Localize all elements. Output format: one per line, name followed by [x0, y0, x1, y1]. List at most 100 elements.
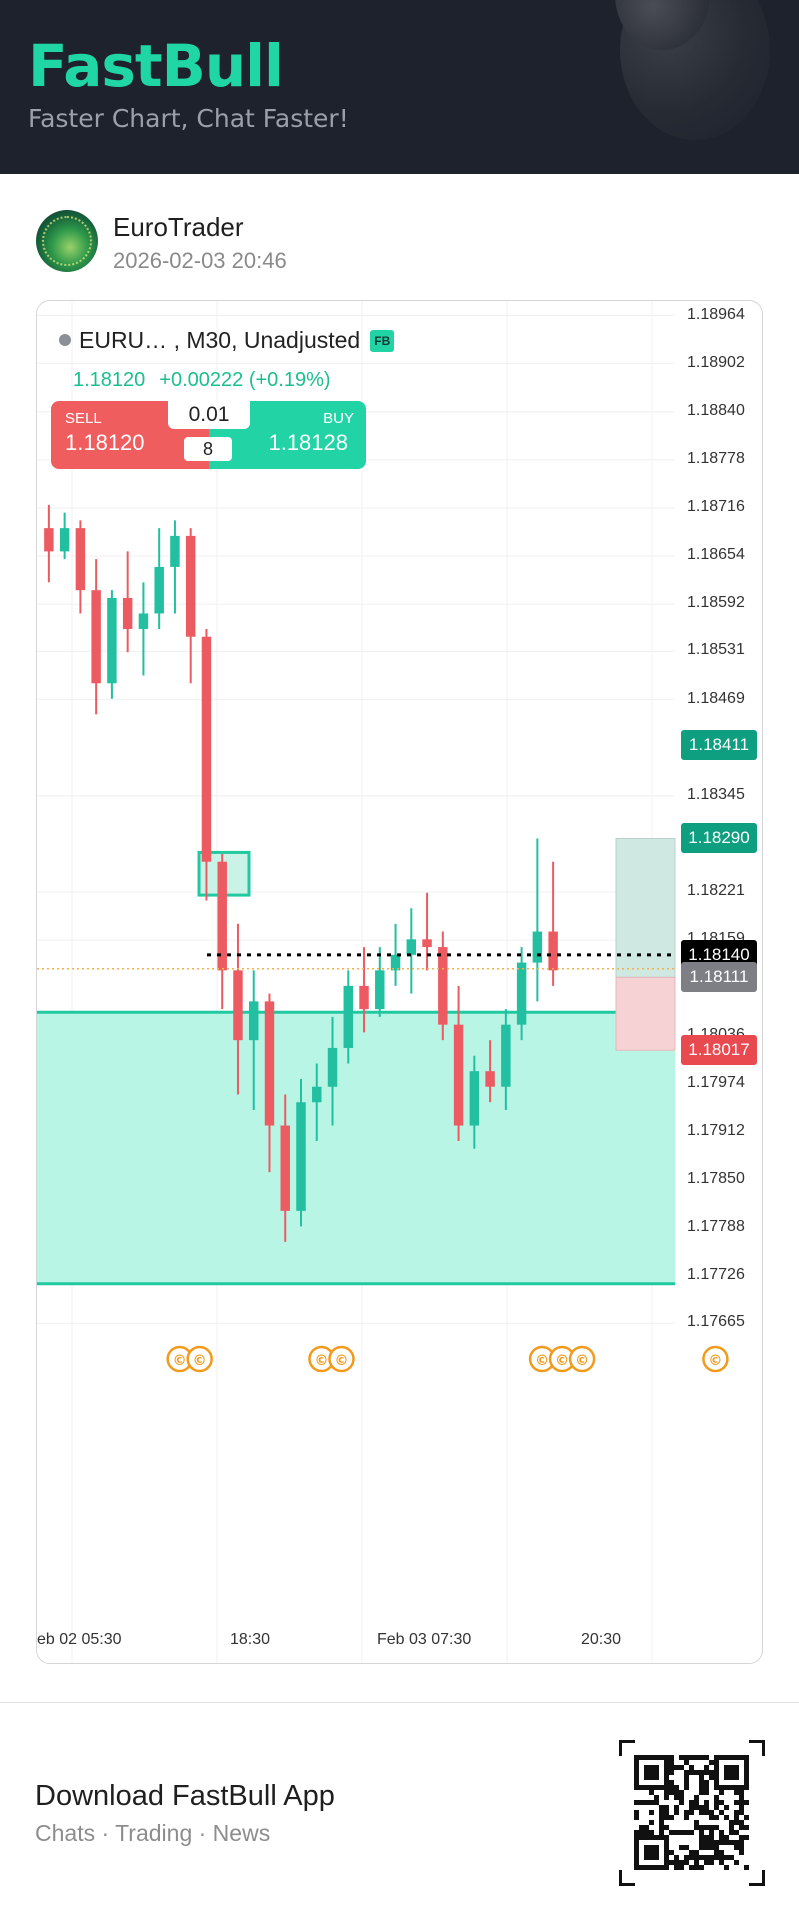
qr-module: [704, 1825, 709, 1830]
candle-body: [548, 931, 558, 971]
price-change: +0.00222 (+0.19%): [159, 369, 331, 391]
qr-bracket: [619, 1740, 635, 1743]
y-tick-label: 1.18221: [687, 881, 745, 899]
status-dot-icon: [59, 333, 71, 346]
qr-module: [719, 1830, 724, 1835]
qr-module: [694, 1805, 699, 1810]
symbol-timeframe[interactable]: , M30, Unadjusted: [173, 327, 361, 353]
candle-body: [264, 1001, 275, 1126]
qr-module: [664, 1825, 669, 1830]
qr-module: [684, 1815, 689, 1820]
app-header: FastBull Faster Chart, Chat Faster!: [0, 0, 799, 174]
qr-module: [724, 1805, 729, 1810]
symbol-row[interactable]: EURU… , M30, Unadjusted FB: [59, 327, 395, 355]
qr-module: [669, 1780, 674, 1785]
qr-module: [709, 1760, 714, 1765]
qr-module: [689, 1855, 694, 1860]
qr-module: [679, 1830, 684, 1835]
qr-module: [704, 1860, 709, 1865]
candle-body: [532, 931, 543, 963]
qr-module: [664, 1805, 669, 1810]
last-price: 1.18120: [73, 369, 146, 391]
price-label[interactable]: 1.18290: [681, 823, 757, 854]
qr-module: [694, 1855, 699, 1860]
qr-module: [719, 1810, 724, 1815]
qr-bracket: [749, 1883, 765, 1886]
take-profit-box: [615, 837, 676, 978]
candle-body: [406, 939, 417, 955]
qr-finder: [644, 1765, 659, 1780]
lot-size-input[interactable]: 0.01: [168, 401, 250, 429]
qr-module: [674, 1765, 679, 1770]
qr-module: [709, 1860, 714, 1865]
qr-bracket: [762, 1870, 765, 1886]
qr-module: [714, 1840, 719, 1845]
qr-module: [719, 1800, 724, 1805]
qr-module: [734, 1840, 739, 1845]
price-label[interactable]: 1.18111: [681, 962, 757, 993]
qr-module: [644, 1830, 649, 1835]
event-coin-glyph: ©: [193, 1353, 207, 1369]
y-tick-label: 1.18345: [687, 785, 745, 803]
qr-module: [659, 1820, 664, 1825]
brand-tagline: Faster Chart, Chat Faster!: [28, 104, 349, 133]
candle-body: [501, 1024, 511, 1087]
x-tick-label: eb 02 05:30: [37, 1631, 122, 1648]
candle-body: [185, 535, 196, 637]
qr-module: [744, 1815, 749, 1820]
x-tick-label: 18:30: [230, 1631, 271, 1648]
qr-module: [669, 1755, 674, 1760]
qr-code-icon[interactable]: [619, 1740, 765, 1886]
qr-module: [719, 1840, 724, 1845]
y-tick-label: 1.18902: [687, 353, 745, 371]
symbol-name[interactable]: EURU…: [79, 327, 168, 353]
price-label[interactable]: 1.18017: [681, 1035, 757, 1066]
avatar[interactable]: [36, 210, 98, 272]
qr-module: [704, 1790, 709, 1795]
qr-module: [684, 1770, 689, 1775]
candle-body: [75, 528, 86, 591]
qr-module: [679, 1755, 684, 1760]
candlestick-chart[interactable]: ©©©©©©©©©: [37, 301, 763, 1664]
qr-module: [724, 1865, 729, 1870]
qr-module: [709, 1775, 714, 1780]
qr-module: [684, 1845, 689, 1850]
qr-module: [699, 1840, 704, 1845]
download-title[interactable]: Download FastBull App: [35, 1780, 335, 1812]
qr-module: [739, 1805, 744, 1810]
qr-module: [714, 1815, 719, 1820]
qr-module: [664, 1810, 669, 1815]
qr-module: [694, 1865, 699, 1870]
username[interactable]: EuroTrader: [113, 212, 244, 242]
event-coin-icon: [568, 1345, 596, 1373]
qr-module: [729, 1840, 734, 1845]
qr-bracket: [762, 1740, 765, 1756]
qr-finder: [644, 1845, 659, 1860]
qr-module: [734, 1790, 739, 1795]
y-tick-label: 1.17912: [687, 1121, 745, 1139]
candle-body: [233, 970, 243, 1041]
event-coin-glyph: ©: [555, 1353, 569, 1369]
qr-module: [689, 1865, 694, 1870]
qr-module: [704, 1780, 709, 1785]
qr-module: [639, 1830, 644, 1835]
candle-body: [296, 1102, 306, 1211]
spread-value: 8: [184, 437, 232, 461]
price-label[interactable]: 1.18411: [681, 729, 757, 760]
candle-body: [280, 1125, 290, 1211]
qr-module: [734, 1800, 739, 1805]
y-tick-label: 1.17726: [687, 1266, 745, 1284]
qr-module: [704, 1855, 709, 1860]
qr-module: [699, 1775, 704, 1780]
qr-module: [744, 1825, 749, 1830]
qr-module: [699, 1805, 704, 1810]
qr-module: [714, 1845, 719, 1850]
qr-module: [649, 1810, 654, 1815]
qr-module: [719, 1835, 724, 1840]
qr-module: [724, 1855, 729, 1860]
qr-module: [674, 1810, 679, 1815]
qr-module: [739, 1800, 744, 1805]
qr-module: [694, 1795, 699, 1800]
qr-module: [659, 1810, 664, 1815]
